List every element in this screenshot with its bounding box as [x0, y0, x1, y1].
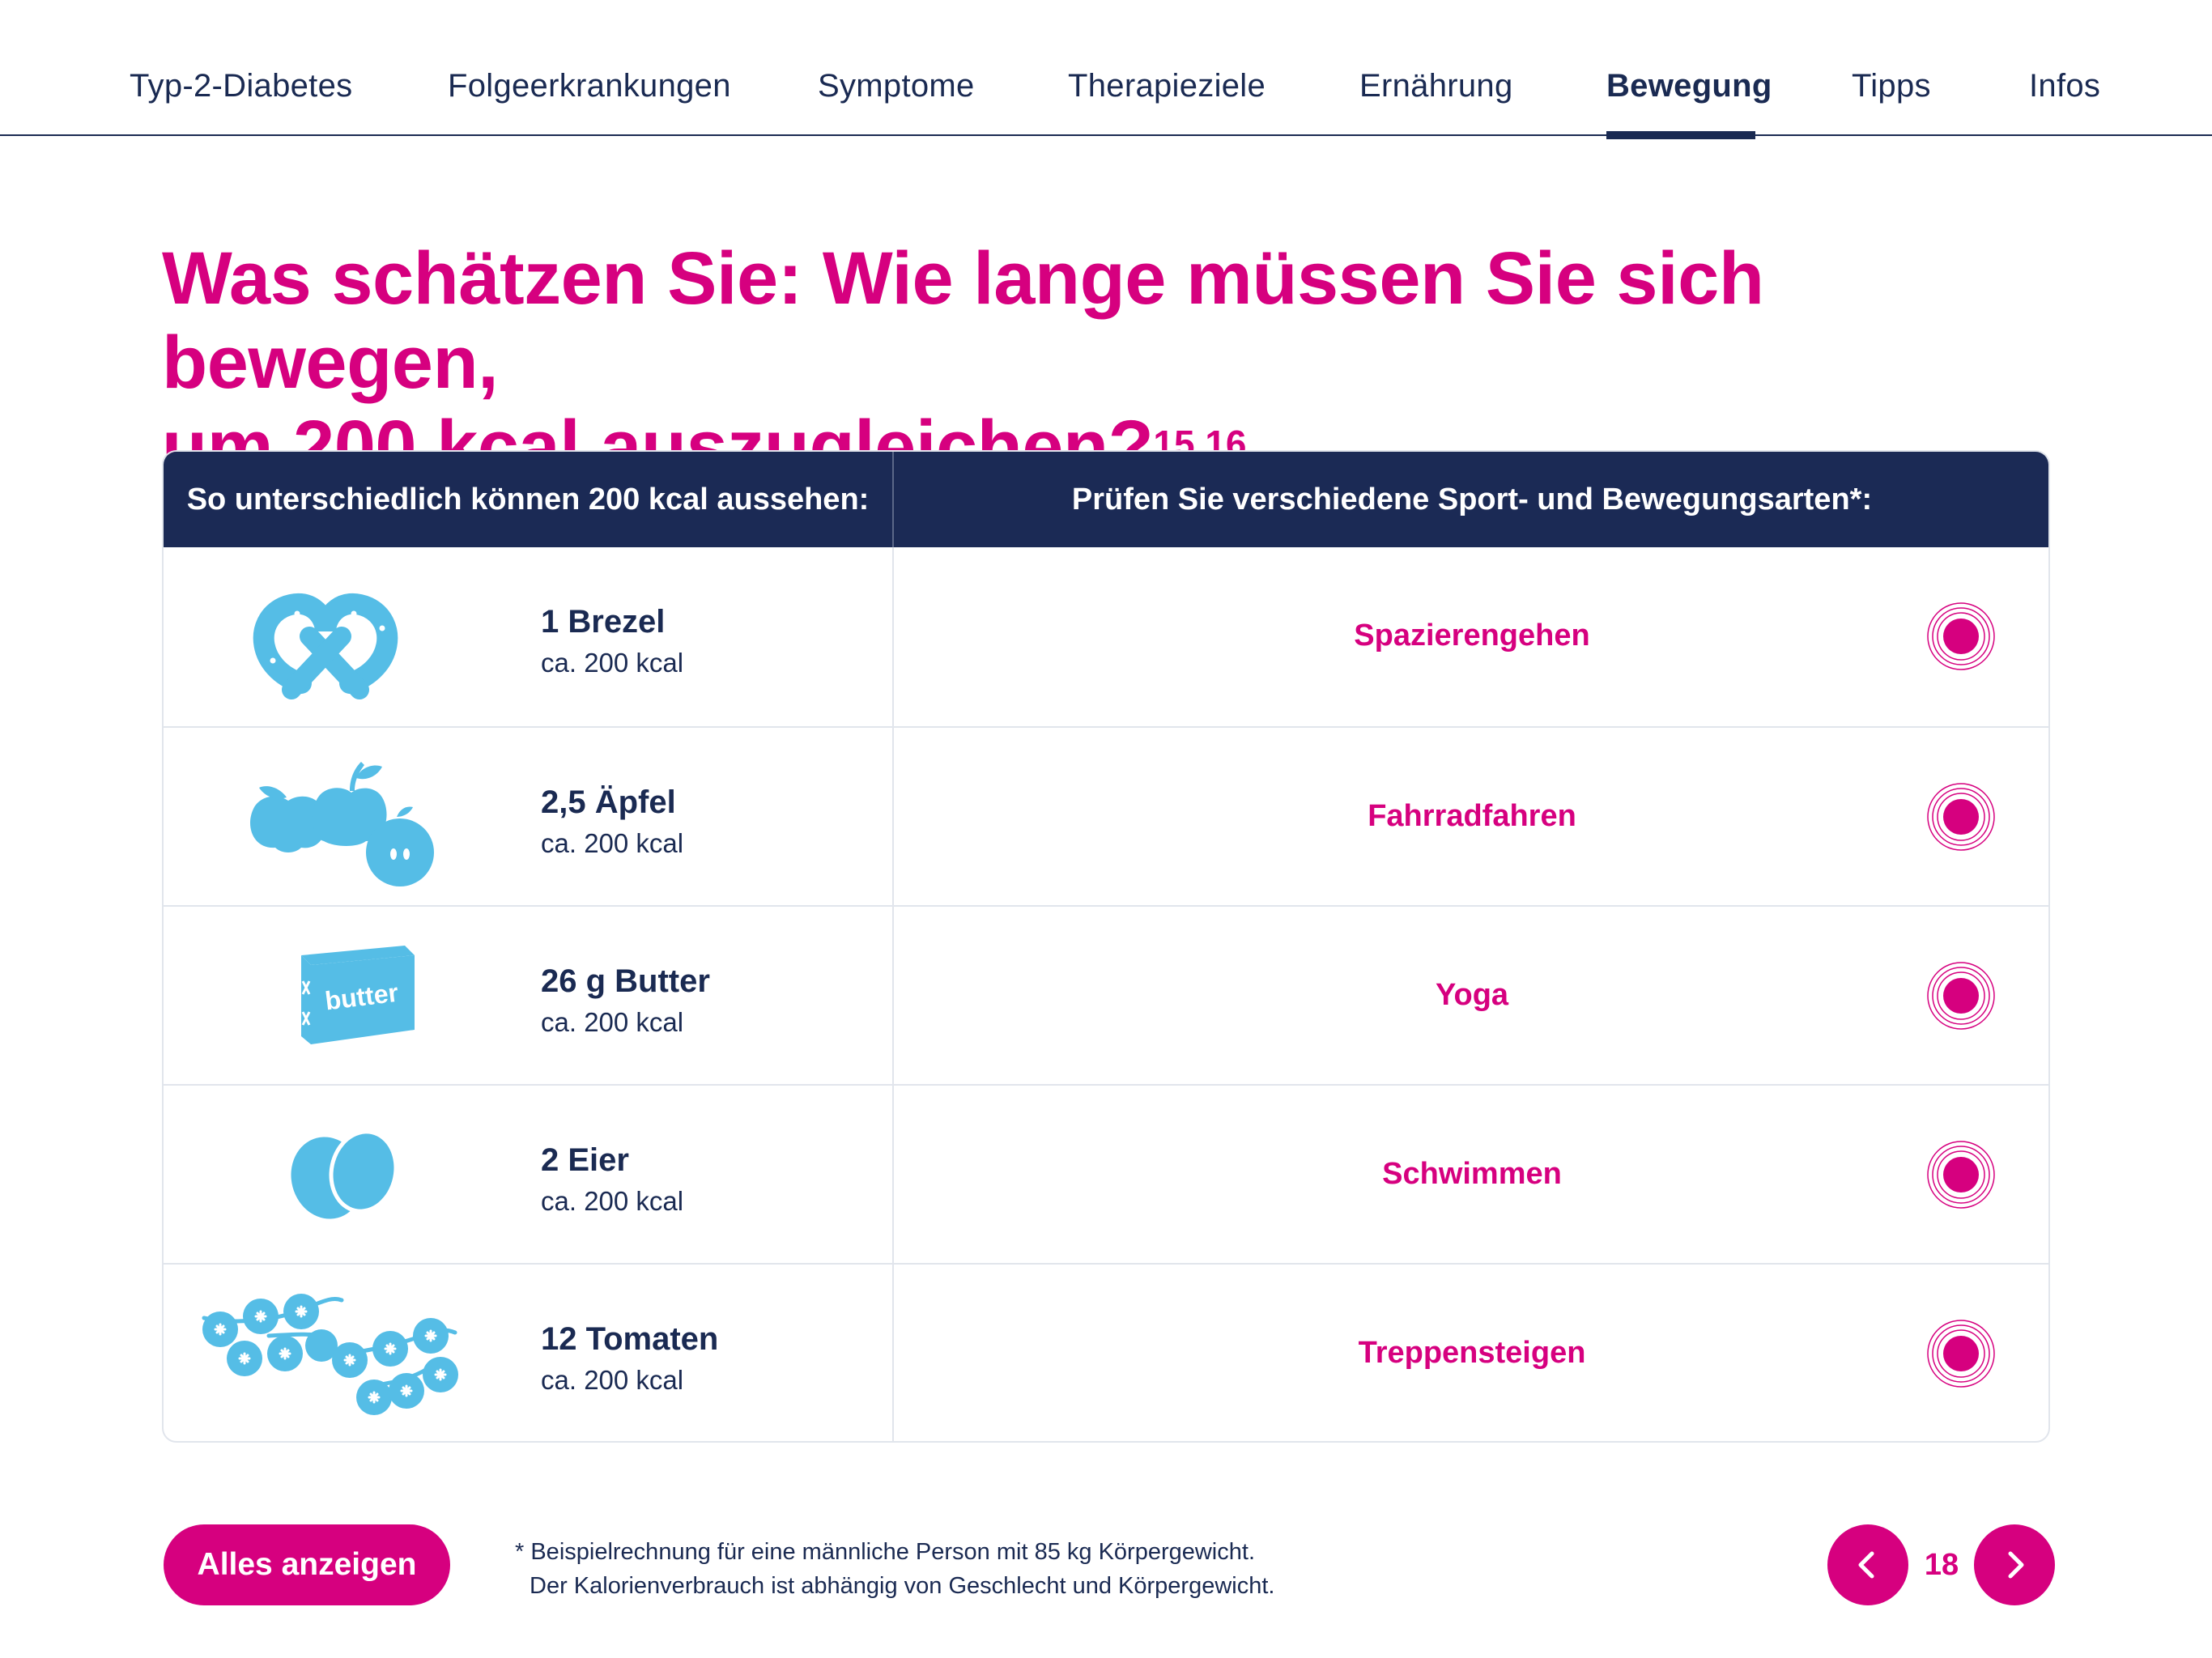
activity-treppensteigen[interactable]: Treppensteigen [1358, 1336, 1586, 1370]
activity-fahrradfahren[interactable]: Fahrradfahren [1368, 799, 1576, 833]
table-header: So unterschiedlich können 200 kcal ausse… [164, 452, 2048, 547]
nav-item-tipps[interactable]: Tipps [1852, 68, 1931, 104]
activity-spazierengehen[interactable]: Spazierengehen [1354, 619, 1590, 653]
footnote-line-1: * Beispielrechnung für eine männliche Pe… [515, 1539, 1255, 1565]
nav-item-folgeerkrankungen[interactable]: Folgeerkrankungen [448, 68, 731, 104]
chevron-left-icon [1858, 1551, 1874, 1579]
food-kcal: ca. 200 kcal [541, 648, 684, 678]
next-page-button[interactable] [1974, 1524, 2055, 1605]
header-divider [892, 452, 894, 547]
footnote-line-2: Der Kalorienverbrauch ist abhängig von G… [530, 1573, 1275, 1599]
reveal-hotspot-button[interactable] [1925, 601, 1997, 672]
nav-item-typ-2-diabetes[interactable]: Typ-2-Diabetes [130, 68, 353, 104]
nav-item-symptome[interactable]: Symptome [818, 68, 975, 104]
target-icon [1927, 1141, 1995, 1209]
header-activity-column: Prüfen Sie verschiedene Sport- und Beweg… [1071, 482, 1873, 517]
pretzel-icon [188, 547, 463, 725]
nav-item-infos[interactable]: Infos [2029, 68, 2101, 104]
column-divider [892, 547, 894, 1441]
reveal-hotspot-button[interactable] [1925, 960, 1997, 1031]
table-row: 2,5 Äpfel ca. 200 kcal Fahrradfahren [164, 726, 2048, 905]
eggs-icon [188, 1086, 463, 1263]
table-row: 2 Eier ca. 200 kcal Schwimmen [164, 1084, 2048, 1263]
calorie-table: So unterschiedlich können 200 kcal ausse… [162, 450, 2050, 1443]
tomatoes-icon [188, 1265, 463, 1441]
table-row: 12 Tomaten ca. 200 kcal Treppensteigen [164, 1263, 2048, 1441]
butter-icon: butter [188, 907, 463, 1084]
activity-yoga[interactable]: Yoga [1435, 978, 1509, 1012]
target-icon [1927, 783, 1995, 851]
nav-item-ernaehrung[interactable]: Ernährung [1359, 68, 1513, 104]
header-food-column: So unterschiedlich können 200 kcal ausse… [186, 482, 870, 517]
top-navigation: Typ-2-Diabetes Folgeerkrankungen Symptom… [0, 0, 2212, 139]
food-kcal: ca. 200 kcal [541, 1365, 684, 1395]
table-row: butter 26 g Butter ca. 200 kcal Yoga [164, 905, 2048, 1084]
show-all-button[interactable]: Alles anzeigen [164, 1524, 450, 1605]
reveal-hotspot-button[interactable] [1925, 1139, 1997, 1210]
food-name: 2 Eier [541, 1142, 629, 1178]
target-icon [1927, 602, 1995, 670]
food-name: 26 g Butter [541, 963, 710, 999]
apples-icon [188, 728, 463, 905]
food-name: 2,5 Äpfel [541, 784, 676, 820]
food-kcal: ca. 200 kcal [541, 1007, 684, 1037]
previous-page-button[interactable] [1827, 1524, 1908, 1605]
title-line-1: Was schätzen Sie: Wie lange müssen Sie s… [162, 237, 1764, 404]
nav-item-bewegung[interactable]: Bewegung [1606, 68, 1772, 104]
activity-schwimmen[interactable]: Schwimmen [1382, 1157, 1562, 1191]
footnote: * Beispielrechnung für eine männliche Pe… [515, 1535, 1274, 1603]
food-kcal: ca. 200 kcal [541, 1186, 684, 1216]
page-title: Was schätzen Sie: Wie lange müssen Sie s… [162, 236, 2024, 489]
target-icon [1927, 1320, 1995, 1388]
page-number: 18 [1924, 1547, 1959, 1582]
food-name: 12 Tomaten [541, 1321, 719, 1357]
food-kcal: ca. 200 kcal [541, 828, 684, 858]
active-tab-indicator [1606, 131, 1755, 139]
reveal-hotspot-button[interactable] [1925, 1318, 1997, 1389]
food-name: 1 Brezel [541, 604, 666, 640]
reveal-hotspot-button[interactable] [1925, 781, 1997, 852]
chevron-right-icon [2008, 1551, 2024, 1579]
nav-item-therapieziele[interactable]: Therapieziele [1068, 68, 1266, 104]
table-row: 1 Brezel ca. 200 kcal Spazierengehen [164, 547, 2048, 726]
target-icon [1927, 962, 1995, 1030]
